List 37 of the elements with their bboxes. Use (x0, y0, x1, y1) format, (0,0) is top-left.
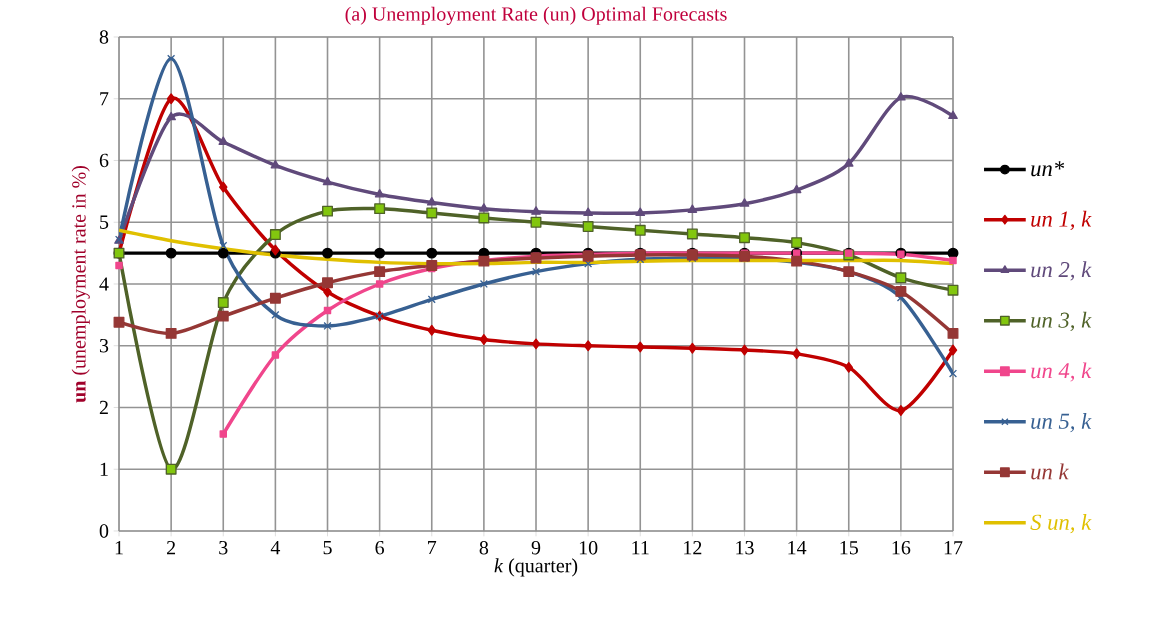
x-axis-title: k (quarter) (494, 558, 578, 577)
x-tick-label: 9 (531, 541, 541, 555)
legend-label: un 5, k (1031, 412, 1092, 433)
x-tick-label: 11 (632, 541, 649, 555)
x-tick-label: 3 (219, 541, 228, 555)
y-axis-title: un (unemployment rate in %) (71, 166, 90, 403)
y-tick-label: 5 (100, 215, 109, 229)
x-tick-label: 17 (944, 541, 963, 555)
x-tick-label: 6 (375, 541, 385, 555)
y-tick-label: 0 (99, 524, 109, 538)
y-tick-label: 2 (99, 400, 108, 415)
x-tick-label: 7 (428, 541, 437, 555)
x-tick-label: 8 (479, 541, 489, 555)
y-tick-label: 7 (100, 92, 109, 106)
x-tick-label: 14 (788, 541, 807, 555)
y-tick-label: 8 (99, 30, 109, 44)
y-tick-label: 1 (100, 462, 108, 476)
y-tick-label: 6 (99, 153, 109, 168)
x-tick-label: 13 (736, 541, 754, 555)
legend-label: un 4, k (1031, 362, 1092, 382)
x-tick-label: 5 (323, 541, 332, 555)
legend-label: un 1, k (1031, 210, 1092, 231)
legend-label: un k (1031, 463, 1069, 480)
legend-label: un 2, k (1031, 261, 1092, 281)
x-tick-label: 15 (840, 541, 858, 555)
x-tick-label: 10 (579, 541, 598, 555)
y-tick-label: 4 (99, 277, 109, 291)
x-tick-label: 1 (115, 541, 123, 555)
legend-label: S un, k (1030, 513, 1092, 534)
chart-title: (a) Unemployment Rate (un) Optimal Forecasts (345, 6, 727, 25)
x-tick-label: 2 (167, 541, 176, 555)
x-tick-label: 4 (270, 541, 281, 555)
y-tick-label: 3 (99, 339, 109, 353)
x-tick-label: 16 (892, 541, 911, 555)
legend-label: un* (1031, 161, 1065, 177)
legend-label: un 3, k (1031, 311, 1092, 332)
x-tick-label: 12 (684, 541, 702, 555)
